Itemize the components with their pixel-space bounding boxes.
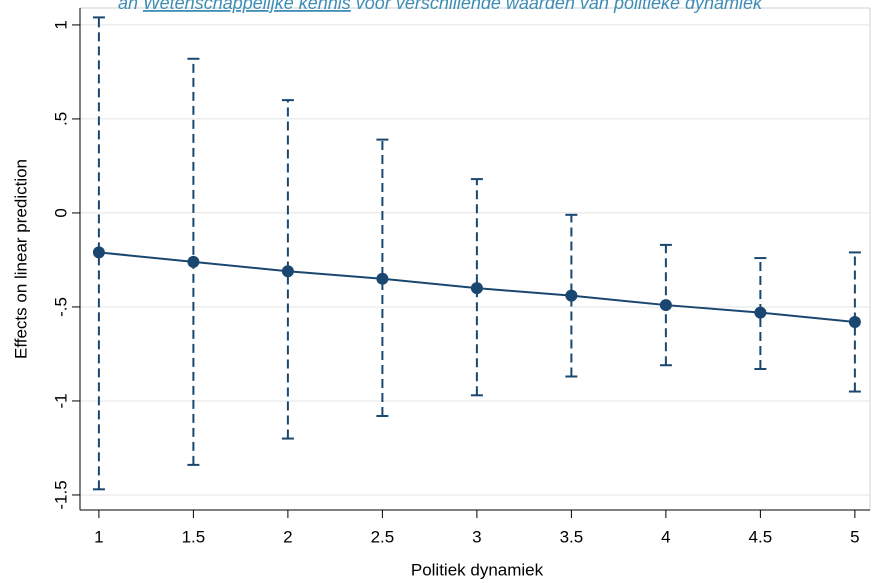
point (754, 306, 767, 319)
x-tick-label: 4.5 (749, 527, 773, 546)
y-tick-label: -.5 (51, 297, 70, 317)
point (565, 289, 578, 302)
y-tick-label: 1 (51, 20, 70, 29)
x-tick-label: 1 (94, 527, 103, 546)
x-tick-label: 3 (472, 527, 481, 546)
y-tick-label: -1.5 (51, 480, 70, 509)
y-tick-label: 0 (51, 208, 70, 217)
point (470, 282, 483, 295)
point (187, 255, 200, 268)
point (92, 246, 105, 259)
y-tick-label: -1 (51, 393, 70, 408)
point (376, 272, 389, 285)
point (659, 299, 672, 312)
title-link[interactable]: Wetenschappelijke kennis (143, 0, 351, 13)
x-tick-label: 2.5 (371, 527, 395, 546)
title-part: an (118, 0, 143, 13)
x-axis-label: Politiek dynamiek (411, 560, 544, 579)
x-tick-label: 2 (283, 527, 292, 546)
point (848, 315, 861, 328)
plot-area (79, 7, 871, 511)
x-tick-label: 5 (850, 527, 859, 546)
x-tick-label: 3.5 (560, 527, 584, 546)
chart-title: an Wetenschappelijke kennis voor verschi… (118, 0, 763, 13)
x-tick-label: 4 (661, 527, 670, 546)
y-tick-label: .5 (51, 112, 70, 126)
point (281, 265, 294, 278)
title-part: voor verschillende waarden van politieke… (351, 0, 763, 13)
y-axis-label: Effects on linear prediction (11, 159, 30, 359)
x-tick-label: 1.5 (182, 527, 206, 546)
